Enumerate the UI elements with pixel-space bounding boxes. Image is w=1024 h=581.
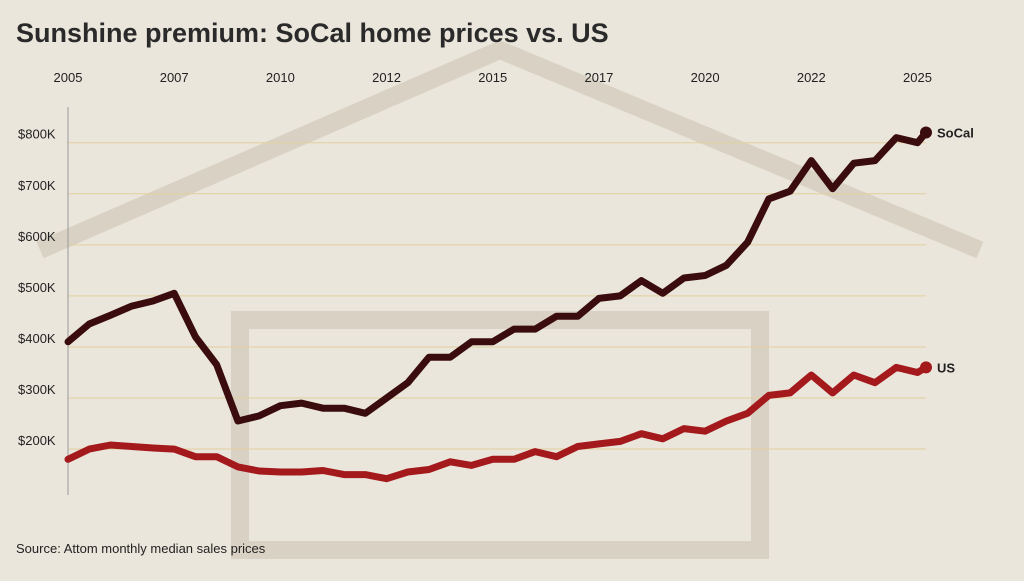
- house-watermark: [36, 40, 984, 559]
- y-tick-label: $600K: [18, 229, 56, 244]
- y-tick-label: $200K: [18, 433, 56, 448]
- x-tick-label: 2012: [372, 70, 401, 85]
- x-tick-label: 2022: [797, 70, 826, 85]
- y-tick-label: $700K: [18, 178, 56, 193]
- end-dot: [920, 361, 932, 374]
- series-line: [64, 129, 930, 425]
- x-tick-label: 2007: [160, 70, 189, 85]
- x-tick-label: 2015: [478, 70, 507, 85]
- series-label: US: [937, 360, 955, 375]
- y-tick-label: $800K: [18, 127, 56, 142]
- chart-title: Sunshine premium: SoCal home prices vs. …: [16, 18, 609, 48]
- x-tick-label: 2017: [584, 70, 613, 85]
- source-note: Source: Attom monthly median sales price…: [16, 541, 266, 556]
- x-tick-label: 2005: [54, 70, 83, 85]
- y-tick-label: $400K: [18, 331, 56, 346]
- series-line: [64, 363, 930, 483]
- x-tick-label: 2025: [903, 70, 932, 85]
- y-tick-label: $500K: [18, 280, 56, 295]
- end-dot: [920, 126, 932, 139]
- x-tick-label: 2020: [691, 70, 720, 85]
- y-tick-label: $300K: [18, 382, 56, 397]
- series-label: SoCal: [937, 126, 974, 141]
- x-tick-label: 2010: [266, 70, 295, 85]
